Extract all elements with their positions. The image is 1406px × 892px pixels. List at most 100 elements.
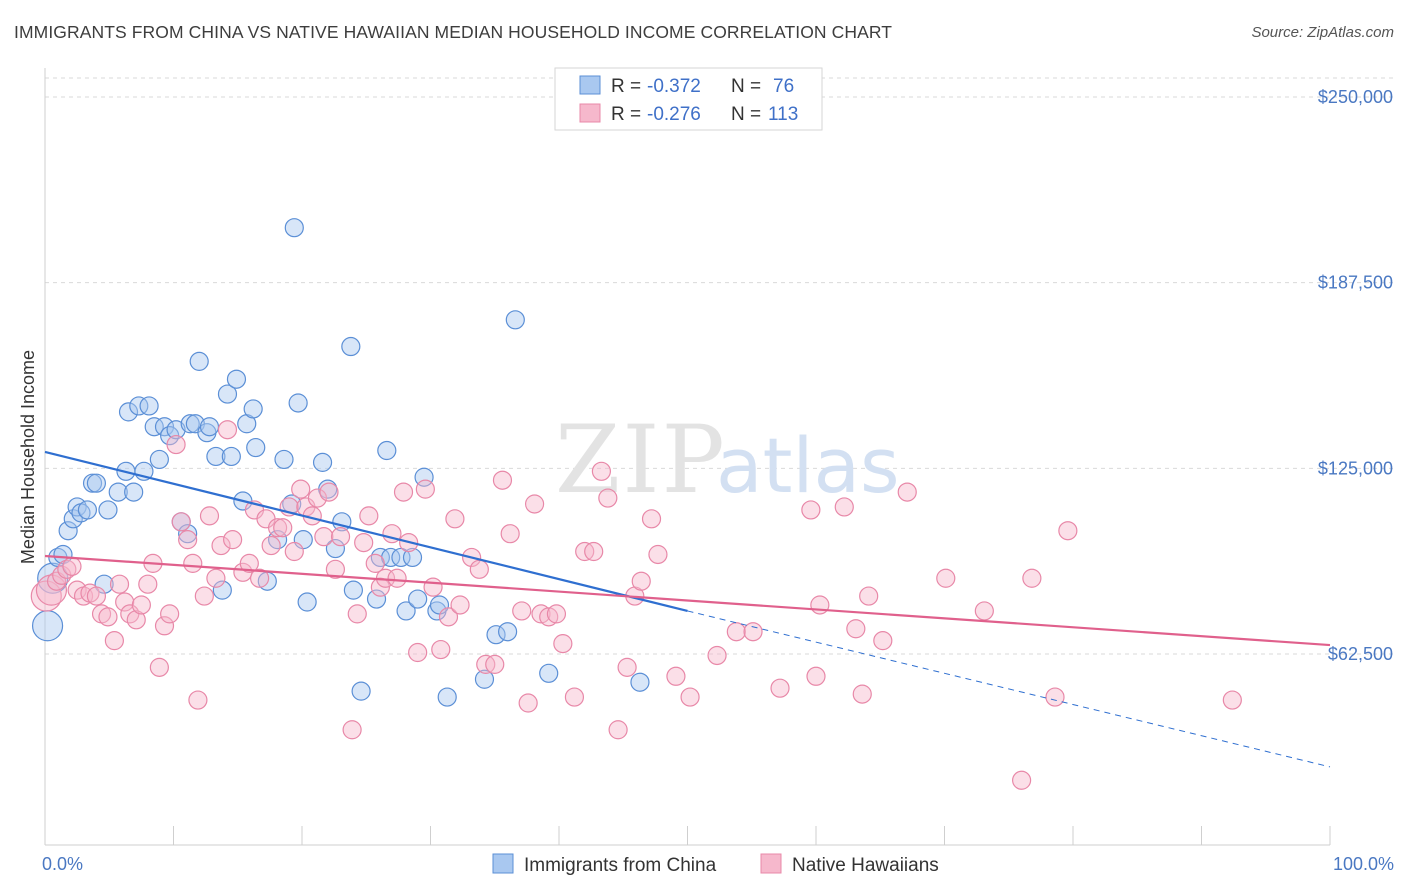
- china-point-57: [370, 547, 390, 568]
- series-hawaii-points: [30, 420, 1242, 790]
- legend-r-label-china: R =: [611, 76, 641, 97]
- hawaii-point-101: [806, 666, 826, 686]
- china-point-60: [391, 547, 411, 568]
- x-tick-label-end: 100.0%: [1333, 854, 1394, 874]
- hawaii-point-33: [223, 530, 243, 550]
- hawaii-point-49: [319, 482, 339, 502]
- hawaii-point-51: [330, 527, 351, 547]
- hawaii-point-96: [707, 645, 727, 666]
- china-point-58: [377, 440, 397, 461]
- bottom-legend-label-hawaii: Native Hawaiians: [792, 855, 939, 876]
- hawaii-point-30: [206, 568, 226, 588]
- china-point-34: [217, 384, 238, 404]
- legend-n-label-hawaii: N =: [731, 104, 761, 125]
- y-tick-labels: $62,500 $125,000 $187,500 $250,000: [1318, 87, 1393, 664]
- china-point-4: [58, 521, 78, 541]
- y-tick-label-2: $187,500: [1318, 273, 1393, 293]
- hawaii-point-100: [801, 500, 821, 520]
- hawaii-point-61: [393, 482, 414, 502]
- legend-n-label-china: N =: [731, 76, 761, 97]
- china-point-73: [630, 672, 650, 692]
- hawaii-point-76: [512, 601, 532, 621]
- watermark-atlas: atlas: [716, 421, 900, 510]
- hawaii-point-39: [261, 535, 281, 556]
- china-point-32: [206, 446, 226, 467]
- china-point-53: [341, 336, 361, 357]
- hawaii-point-23: [166, 434, 186, 455]
- hawaii-point-13: [109, 574, 130, 594]
- hawaii-point-28: [194, 586, 214, 606]
- china-point-35: [221, 446, 241, 467]
- hawaii-point-29: [199, 506, 220, 526]
- hawaii-point-114: [1058, 521, 1078, 541]
- hawaii-point-25: [178, 530, 198, 550]
- hawaii-point-109: [936, 568, 956, 588]
- hawaii-point-82: [553, 634, 573, 654]
- hawaii-point-88: [608, 720, 628, 740]
- china-point-33: [212, 580, 232, 600]
- china-point-43: [274, 449, 294, 470]
- trend-line-china-extension: [687, 610, 1331, 768]
- china-point-11: [94, 574, 114, 594]
- china-point-56: [366, 589, 387, 609]
- china-point-21: [149, 449, 169, 470]
- bottom-legend-swatch-china: [492, 853, 514, 874]
- hawaii-point-44: [291, 479, 311, 499]
- legend: R = -0.372 N = 76 R = -0.276 N = 113: [554, 67, 823, 131]
- hawaii-point-86: [591, 461, 612, 481]
- hawaii-point-80: [539, 607, 559, 627]
- china-point-17: [129, 396, 149, 416]
- hawaii-point-92: [641, 509, 662, 529]
- hawaii-point-113: [1045, 687, 1065, 707]
- china-point-12: [98, 500, 118, 520]
- china-point-20: [144, 417, 164, 437]
- hawaii-point-93: [648, 544, 668, 565]
- hawaii-point-107: [873, 631, 893, 651]
- hawaii-point-54: [354, 532, 374, 553]
- hawaii-point-17: [131, 595, 151, 615]
- hawaii-point-43: [284, 541, 304, 562]
- hawaii-point-20: [149, 657, 169, 677]
- china-point-67: [437, 687, 457, 707]
- china-point-48: [297, 592, 317, 612]
- hawaii-point-50: [325, 559, 346, 579]
- hawaii-point-71: [469, 559, 489, 579]
- hawaii-point-105: [852, 684, 872, 704]
- china-point-24: [166, 420, 186, 440]
- hawaii-point-16: [126, 610, 146, 630]
- china-point-61: [396, 601, 416, 621]
- hawaii-point-37: [249, 568, 270, 588]
- legend-n-value-china: 76: [773, 76, 794, 97]
- y-tick-label-3: $250,000: [1318, 87, 1393, 107]
- hawaii-point-24: [171, 512, 191, 532]
- hawaii-point-27: [188, 690, 208, 710]
- hawaii-point-99: [770, 678, 790, 698]
- y-tick-label-1: $125,000: [1318, 458, 1393, 478]
- y-tick-label-0: $62,500: [1328, 644, 1393, 664]
- trend-lines: [44, 450, 1331, 768]
- hawaii-point-89: [617, 657, 637, 677]
- watermark-zip: ZIP: [555, 406, 727, 515]
- china-point-55: [351, 681, 371, 701]
- hawaii-point-68: [445, 509, 465, 529]
- hawaii-point-111: [1011, 770, 1032, 790]
- china-point-22: [154, 417, 175, 437]
- hawaii-point-87: [598, 488, 618, 508]
- china-point-0: [31, 610, 64, 642]
- china-point-29: [189, 351, 209, 371]
- china-point-13: [108, 482, 128, 502]
- hawaii-point-104: [846, 619, 866, 639]
- china-point-36: [226, 369, 247, 389]
- china-point-27: [180, 414, 200, 434]
- hawaii-point-47: [307, 488, 328, 508]
- legend-swatch-china: [579, 75, 601, 95]
- china-point-31: [199, 417, 220, 437]
- hawaii-point-85: [584, 541, 604, 562]
- hawaii-point-106: [859, 586, 879, 606]
- hawaii-point-26: [183, 553, 203, 573]
- china-point-10: [86, 473, 107, 493]
- hawaii-point-73: [485, 654, 505, 674]
- china-point-5: [63, 509, 83, 529]
- chart-title: IMMIGRANTS FROM CHINA VS NATIVE HAWAIIAN…: [14, 22, 893, 42]
- hawaii-point-110: [974, 601, 994, 621]
